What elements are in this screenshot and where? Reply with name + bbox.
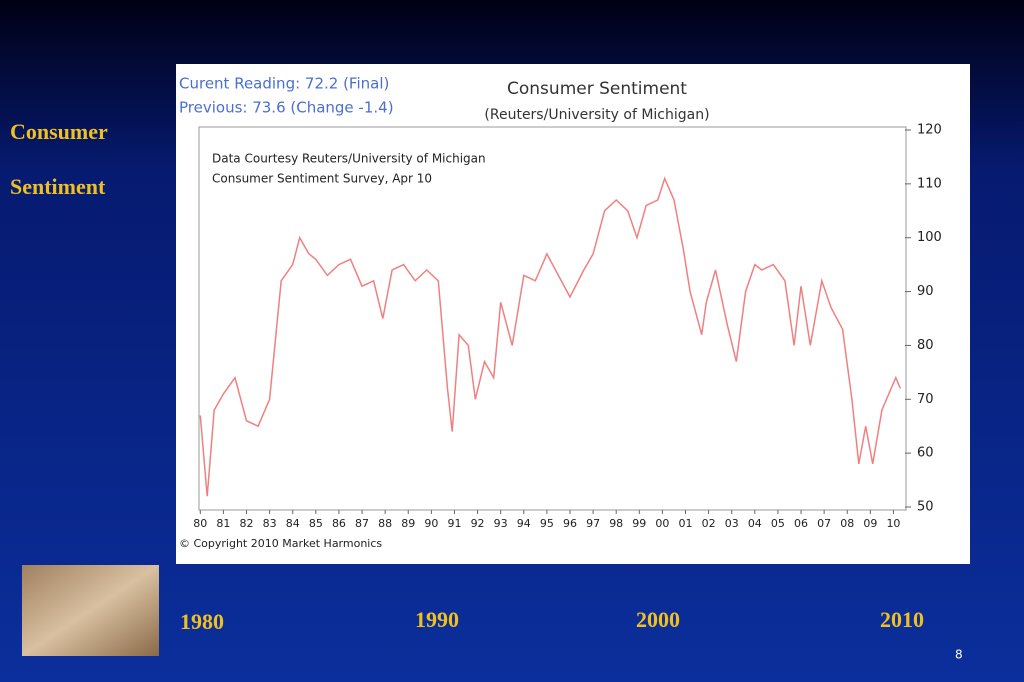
x-tick-label: 82	[240, 517, 254, 530]
x-tick-label: 00	[655, 517, 669, 530]
x-tick-label: 06	[794, 517, 808, 530]
x-tick-label: 01	[679, 517, 693, 530]
year-label: 2000	[636, 607, 680, 632]
x-tick-label: 97	[586, 517, 600, 530]
x-tick-label: 88	[378, 517, 392, 530]
x-tick-label: 95	[540, 517, 554, 530]
x-tick-label: 96	[563, 517, 577, 530]
line	[199, 176, 902, 497]
x-tick-label: 03	[725, 517, 739, 530]
y-tick-label: 50	[917, 500, 934, 515]
x-tick-label: 81	[216, 517, 230, 530]
annotation: Curent Reading: 72.2 (Final)	[179, 75, 389, 93]
y-tick-label: 110	[917, 176, 942, 191]
x-tick-label: 09	[863, 517, 877, 530]
year-label: 1980	[180, 609, 224, 634]
annotation: Consumer Sentiment Survey, Apr 10	[212, 172, 432, 186]
x-tick-label: 05	[771, 517, 785, 530]
heading: Sentiment	[10, 174, 106, 199]
y-tick-label: 120	[917, 123, 942, 138]
y-tick-label: 60	[917, 446, 934, 461]
x-tick-label: 02	[702, 517, 716, 530]
x-tick-label: 04	[748, 517, 762, 530]
page-number: 8	[955, 648, 963, 662]
x-tick-label: 93	[494, 517, 508, 530]
x-tick-label: 98	[609, 517, 623, 530]
y-tick-label: 90	[917, 284, 934, 299]
annotation: Data Courtesy Reuters/University of Mich…	[212, 152, 486, 166]
y-tick-label: 100	[917, 230, 942, 245]
x-tick-label: 10	[886, 517, 900, 530]
plot: 50 60 70 80 90 100 110 120 80 81 82 83 84 85 86 87 88 89 9…	[193, 123, 942, 531]
heading: Consumer	[10, 119, 108, 144]
y-tick-label: 80	[917, 338, 934, 353]
year-label: 2010	[880, 607, 924, 632]
plot-frame	[198, 126, 907, 511]
x-tick-label: 07	[817, 517, 831, 530]
x-tick-label: 86	[332, 517, 346, 530]
x-tick-label: 80	[193, 517, 207, 530]
picture	[22, 565, 159, 656]
x-tick-label: 83	[263, 517, 277, 530]
chart-title: Consumer Sentiment	[507, 79, 687, 99]
x-tick-label: 99	[632, 517, 646, 530]
x-tick-label: 84	[286, 517, 300, 530]
x-tick-label: 85	[309, 517, 323, 530]
x-tick-label: 90	[424, 517, 438, 530]
chart-subtitle: (Reuters/University of Michigan)	[484, 107, 709, 123]
annotation: Previous: 73.6 (Change -1.4)	[179, 99, 394, 117]
y-tick-label: 70	[917, 392, 934, 407]
x-tick-label: 87	[355, 517, 369, 530]
x-tick-label: 91	[447, 517, 461, 530]
x-tick-label: 89	[401, 517, 415, 530]
x-tick-label: 92	[471, 517, 485, 530]
annotation: © Copyright 2010 Market Harmonics	[179, 537, 382, 550]
x-tick-label: 94	[517, 517, 531, 530]
year-label: 1990	[415, 607, 459, 632]
chart-panel	[176, 64, 970, 564]
x-tick-label: 08	[840, 517, 854, 530]
